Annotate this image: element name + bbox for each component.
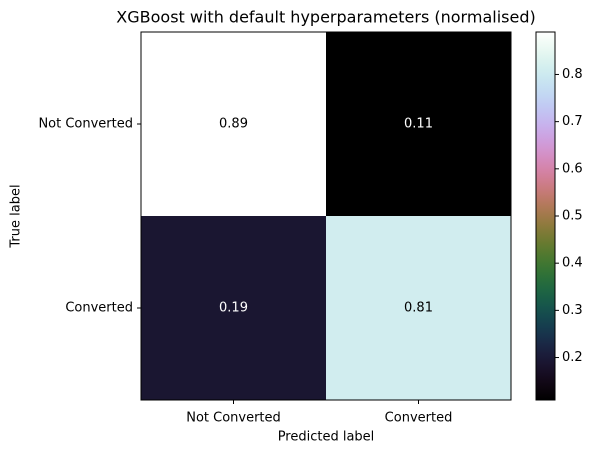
chart-title: XGBoost with default hyperparameters (no… [116,8,535,27]
x-axis-label: Predicted label [278,430,375,445]
colorbar-tick-label: 0.6 [562,161,583,176]
cell-label: 0.89 [219,117,248,132]
y-tick-label: Not Converted [38,117,133,132]
cell-label: 0.19 [219,301,248,316]
colorbar-tick-label: 0.3 [562,303,583,318]
y-tick-label: Converted [65,301,133,316]
heatmap-cell [141,216,327,401]
cell-label: 0.11 [404,117,433,132]
heatmap-cell [326,32,512,217]
x-tick-label: Not Converted [186,411,281,426]
plot-frame [140,31,512,401]
colorbar-tick-label: 0.8 [562,67,583,82]
x-tick-label: Converted [385,411,453,426]
colorbar-tick-label: 0.4 [562,256,583,271]
colorbar-tick-label: 0.2 [562,350,583,365]
heatmap-cell [141,32,327,217]
colorbar [535,31,556,401]
heatmap-cell [326,216,512,401]
colorbar-tick-label: 0.7 [562,114,583,129]
y-axis-label: True label [9,184,24,248]
cell-label: 0.81 [404,301,433,316]
colorbar-tick-label: 0.5 [562,209,583,224]
